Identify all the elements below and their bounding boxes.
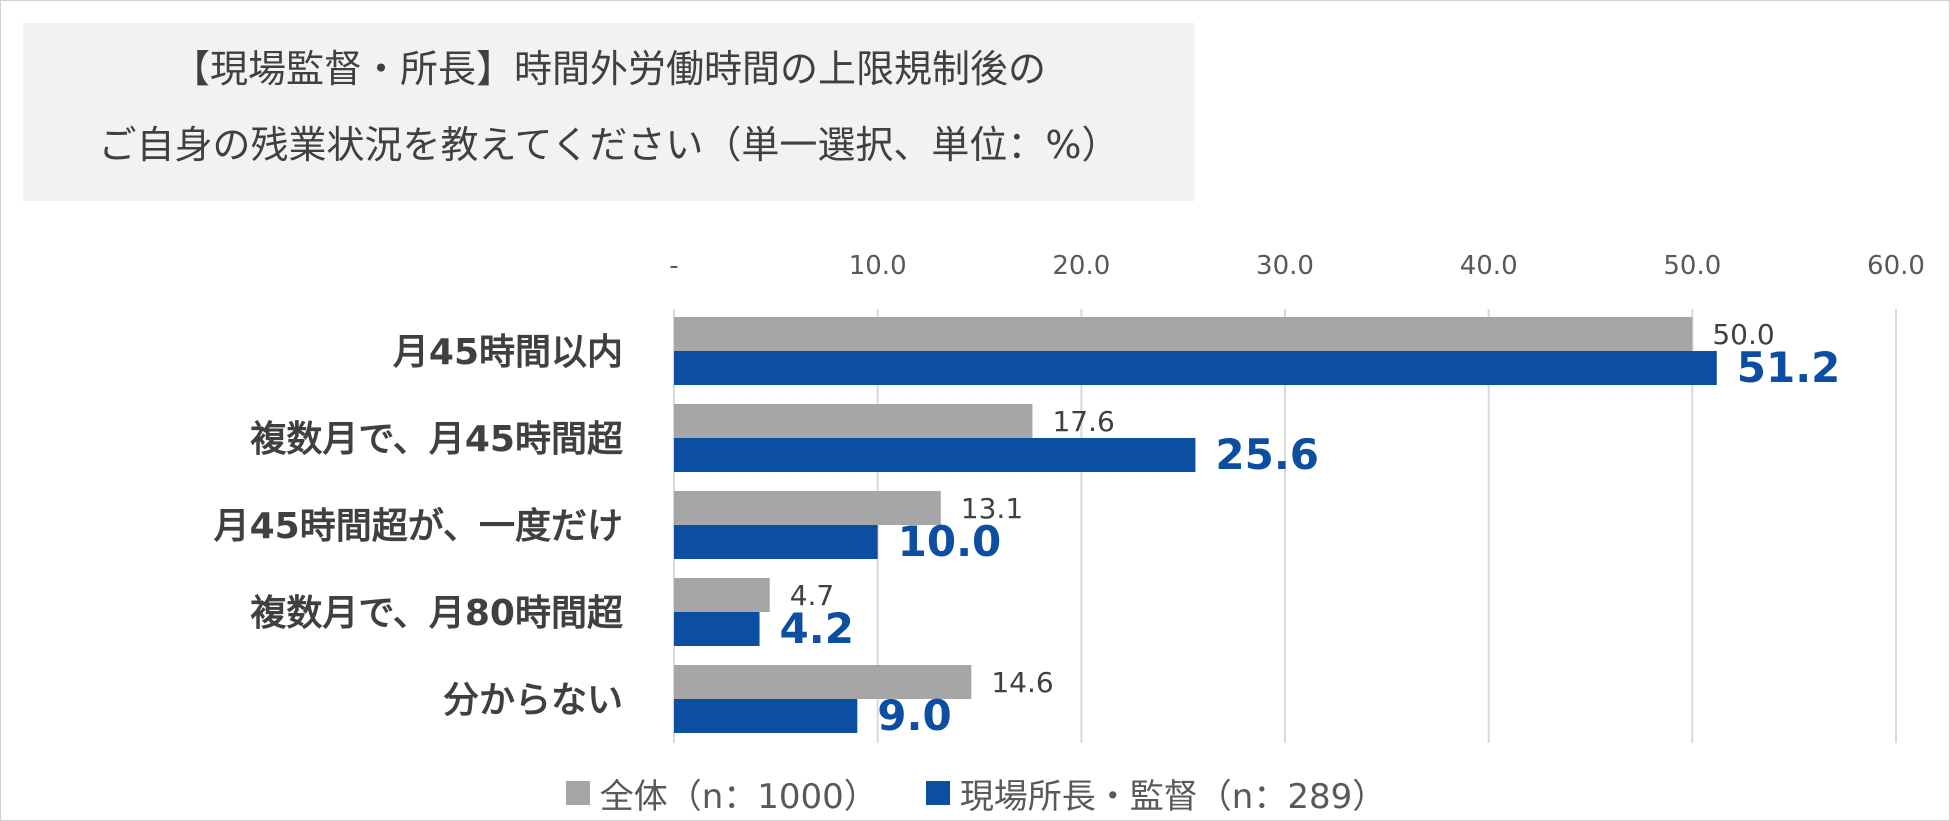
x-tick-label: 60.0 (1867, 251, 1925, 281)
bar-all (674, 665, 972, 699)
bar-all (674, 578, 770, 612)
bar-site (674, 612, 760, 646)
chart-legend: 全体（n：1000） 現場所長・監督（n：289） (1, 769, 1950, 818)
bar-site (674, 525, 878, 559)
data-label-site: 10.0 (898, 517, 1002, 566)
category-label: 月45時間超が、一度だけ (214, 506, 623, 547)
legend-item-all: 全体（n：1000） (565, 769, 878, 818)
chart-title-line-1: 【現場監督・所長】時間外労働時間の上限規制後の (171, 47, 1046, 91)
bar-all (674, 491, 941, 525)
category-label: 複数月で、月80時間超 (250, 593, 624, 634)
x-tick-label: 40.0 (1460, 251, 1518, 281)
bar-site (674, 699, 858, 733)
x-tick-label: 50.0 (1663, 251, 1721, 281)
legend-swatch-all (565, 781, 590, 805)
category-label: 月45時間以内 (393, 332, 623, 373)
x-tick-label: 10.0 (849, 251, 907, 281)
bar-site (674, 351, 1717, 385)
data-label-site: 9.0 (877, 691, 951, 740)
data-label-all: 13.1 (961, 492, 1023, 525)
data-label-all: 17.6 (1052, 405, 1114, 438)
data-label-all: 4.7 (790, 579, 835, 612)
data-label-all: 50.0 (1712, 318, 1774, 351)
x-tick-label: 30.0 (1256, 251, 1314, 281)
chart-title-box: 【現場監督・所長】時間外労働時間の上限規制後の ご自身の残業状況を教えてください… (23, 23, 1195, 201)
category-label: 分からない (443, 680, 623, 721)
data-label-site: 51.2 (1737, 343, 1841, 392)
category-label: 複数月で、月45時間超 (250, 419, 624, 460)
chart-title-line-2: ご自身の残業状況を教えてください（単一選択、単位：%） (98, 123, 1120, 167)
data-label-site: 4.2 (780, 604, 854, 653)
legend-swatch-site (925, 781, 950, 805)
data-label-site: 25.6 (1215, 430, 1319, 479)
legend-item-site: 現場所長・監督（n：289） (925, 769, 1387, 818)
x-tick-label: 20.0 (1052, 251, 1110, 281)
bar-all (674, 317, 1693, 351)
legend-label-all: 全体（n：1000） (599, 776, 878, 817)
x-tick-label: - (669, 251, 678, 281)
bar-site (674, 438, 1196, 472)
legend-label-site: 現場所長・監督（n：289） (959, 776, 1387, 817)
bar-all (674, 404, 1033, 438)
data-label-all: 14.6 (991, 666, 1053, 699)
